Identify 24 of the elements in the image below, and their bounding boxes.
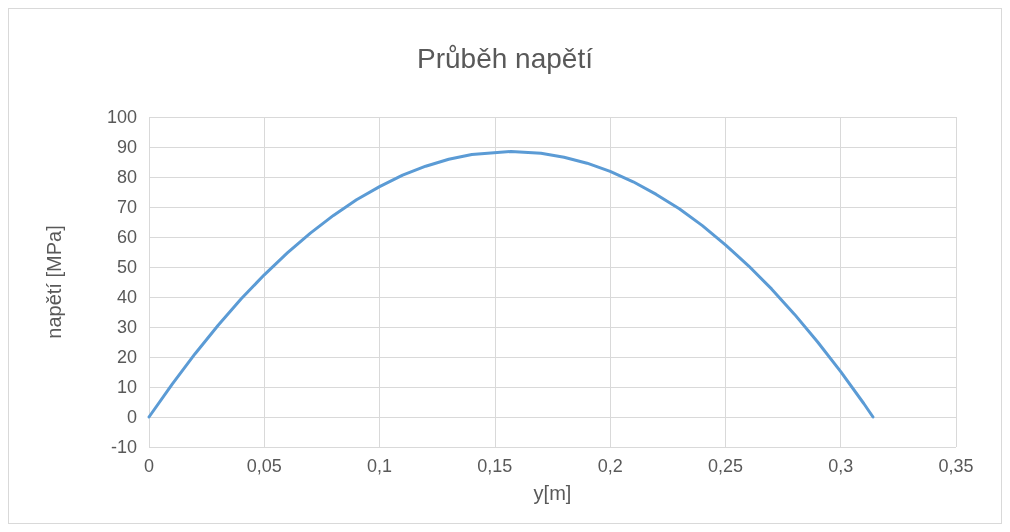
y-tick-label: 30 [116,317,137,337]
x-tick-label: 0,15 [477,456,513,476]
chart-title: Průběh napětí [417,42,594,74]
y-tick-label: 60 [116,227,137,247]
y-tick-label: 40 [116,287,137,307]
y-tick-label: 20 [116,347,137,367]
x-tick-label: 0,05 [246,456,282,476]
y-tick-label: 100 [106,107,137,127]
y-tick-label: 10 [116,377,137,397]
x-tick-label: 0,2 [597,456,623,476]
x-tick-label: 0,35 [938,456,974,476]
x-tick-label: 0 [143,456,155,476]
x-tick-label: 0,1 [367,456,393,476]
y-tick-label: 50 [116,257,137,277]
y-axis-title: napětí [MPa] [43,225,65,339]
line-series [147,150,875,419]
y-tick-label: -10 [110,437,137,457]
x-tick-label: 0,3 [828,456,854,476]
y-tick-label: 70 [116,197,137,217]
y-tick-label: 90 [116,137,137,157]
y-tick-label: 0 [126,407,137,427]
x-axis-title: y[m] [533,482,572,504]
y-tick-label: 80 [116,167,137,187]
x-tick-label: 0,25 [707,456,743,476]
